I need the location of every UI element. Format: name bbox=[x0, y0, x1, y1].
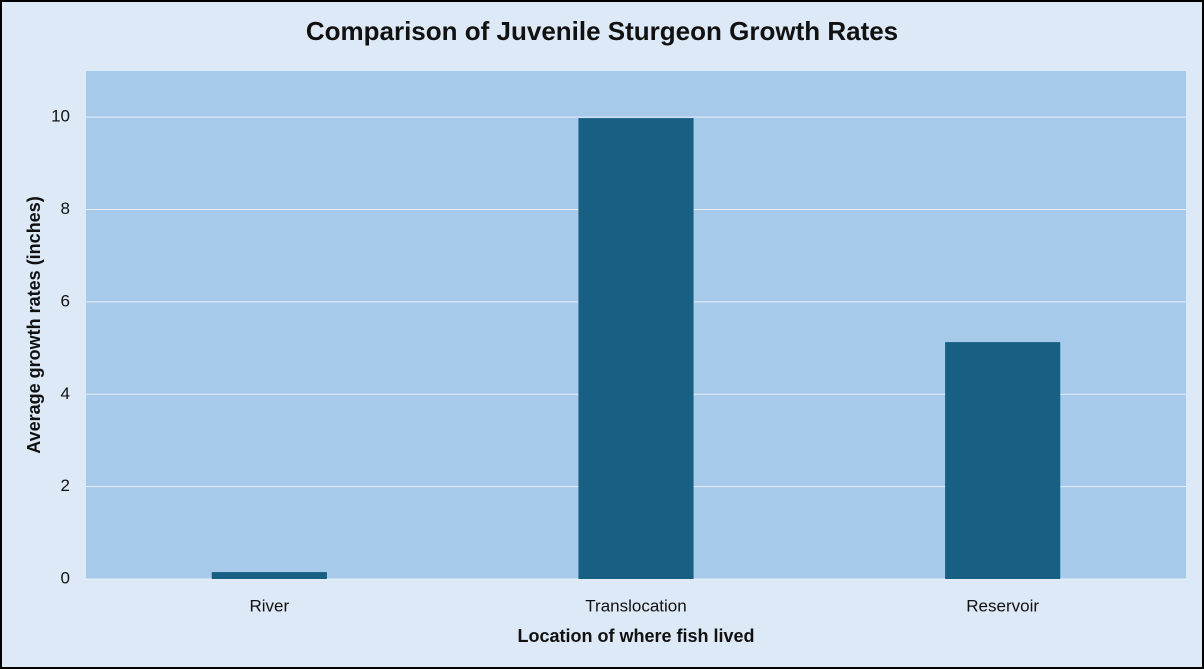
y-tick-label: 8 bbox=[61, 199, 70, 218]
y-axis-label: Average growth rates (inches) bbox=[24, 196, 44, 453]
x-tick-label: Reservoir bbox=[966, 596, 1039, 615]
x-tick-label: Translocation bbox=[585, 596, 686, 615]
y-tick-label: 4 bbox=[61, 384, 70, 403]
y-tick-label: 0 bbox=[61, 568, 70, 587]
y-tick-label: 2 bbox=[61, 476, 70, 495]
bar bbox=[945, 342, 1061, 579]
x-tick-label: River bbox=[249, 596, 289, 615]
y-tick-label: 10 bbox=[51, 107, 70, 126]
y-tick-label: 6 bbox=[61, 291, 70, 310]
bar bbox=[578, 118, 694, 579]
bar bbox=[211, 572, 327, 579]
chart-title: Comparison of Juvenile Sturgeon Growth R… bbox=[306, 16, 898, 46]
x-axis-label: Location of where fish lived bbox=[517, 626, 754, 646]
